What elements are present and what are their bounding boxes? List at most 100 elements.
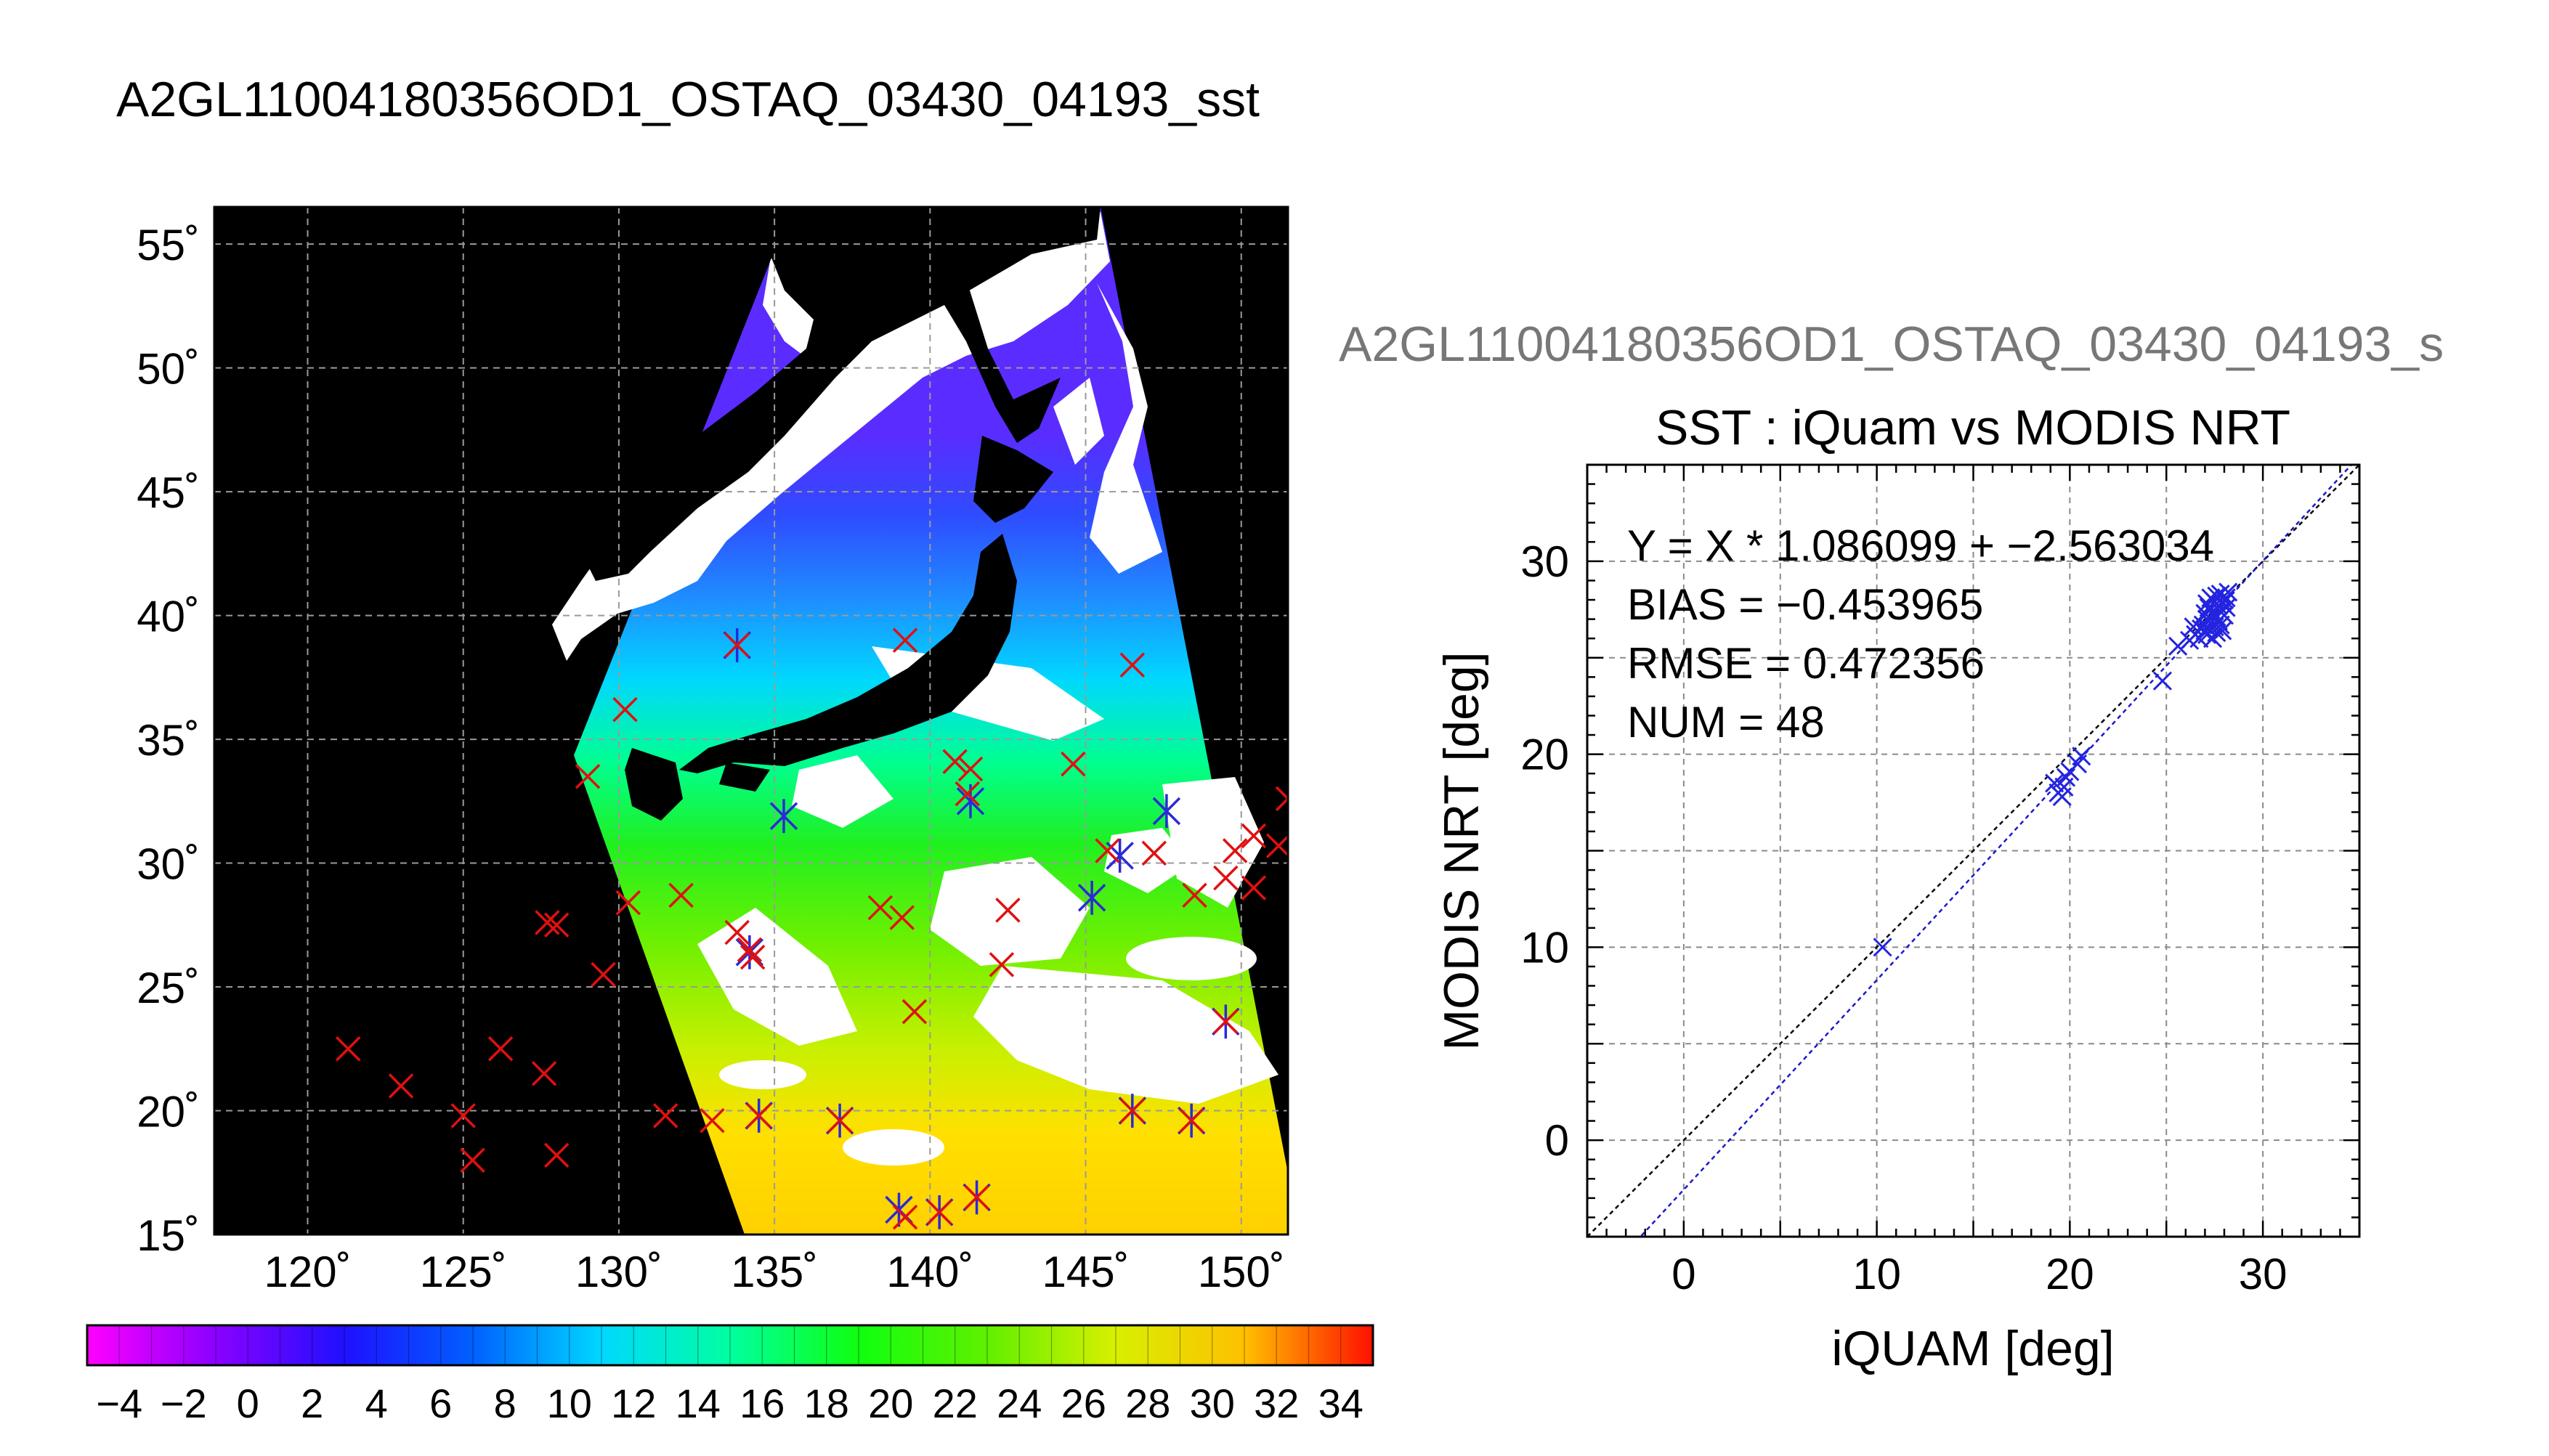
buoy-x-marker xyxy=(892,627,918,653)
map-latitude-label: 15˚ xyxy=(137,1211,200,1260)
map-latitude-label: 25˚ xyxy=(137,964,200,1012)
scatter-annotation: BIAS = −0.453965 xyxy=(1627,580,1983,629)
buoy-star-marker xyxy=(769,799,798,834)
buoy-x-marker xyxy=(460,1147,485,1173)
colorbar-frame xyxy=(86,1324,1374,1367)
scatter-y-tick-label: 0 xyxy=(1545,1116,1569,1165)
buoy-x-marker xyxy=(1061,751,1086,777)
colorbar-tick-labels: −4 −2 0 2 4 6 8 10 12 14 16 18 20 22 24 26 28 30 32 34 xyxy=(96,1380,1363,1426)
map-longitude-label: 145˚ xyxy=(1042,1248,1129,1296)
map-latitude-label: 50˚ xyxy=(137,345,200,394)
buoy-star-marker xyxy=(1152,794,1181,829)
map-latitude-label: 45˚ xyxy=(137,468,200,517)
colorbar-tick-label: 12 xyxy=(611,1380,656,1426)
buoy-x-marker xyxy=(867,895,893,921)
buoy-x-marker xyxy=(827,1107,853,1134)
scatter-point xyxy=(2056,768,2076,787)
buoy-x-marker xyxy=(1222,838,1248,863)
buoy-x-marker xyxy=(901,999,928,1025)
scatter-point xyxy=(2184,617,2203,637)
map-markers xyxy=(335,627,1288,1230)
map-longitude-label: 130˚ xyxy=(575,1248,662,1296)
sst-map: 15˚ 20˚ 25˚ 30˚ 35˚ 40˚ 45˚ 50˚ 55˚ 120˚ 125˚ 130˚… xyxy=(137,206,1289,1296)
main-title: A2GL11004180356OD1_OSTAQ_03430_04193_sst xyxy=(116,72,1260,127)
buoy-x-marker xyxy=(1095,838,1120,863)
buoy-x-marker xyxy=(746,1103,771,1128)
map-latitude-label: 40˚ xyxy=(137,593,200,641)
map-longitude-label: 120˚ xyxy=(264,1248,351,1296)
buoy-x-marker xyxy=(535,910,560,935)
scatter-point xyxy=(2216,598,2236,617)
buoy-x-marker xyxy=(544,1142,570,1168)
scatter-x-tick-label: 10 xyxy=(1852,1250,1901,1298)
scatter-points xyxy=(1873,582,2238,957)
buoy-x-marker xyxy=(942,749,968,774)
colorbar-tick-label: 26 xyxy=(1061,1380,1106,1426)
buoy-star-marker xyxy=(735,935,764,969)
scatter-point xyxy=(2168,636,2188,656)
colorbar-divisions xyxy=(118,1325,1342,1365)
buoy-x-marker xyxy=(1265,833,1288,858)
buoy-x-marker xyxy=(724,919,750,945)
colorbar-tick-label: 24 xyxy=(997,1380,1042,1426)
scatter-annotation: Y = X * 1.086099 + −2.563034 xyxy=(1627,521,2214,570)
buoy-x-marker xyxy=(612,696,638,723)
buoy-x-marker xyxy=(335,1036,361,1062)
scatter-point xyxy=(2197,594,2217,614)
scatter-point xyxy=(2152,671,2172,691)
map-latitude-labels: 15˚ 20˚ 25˚ 30˚ 35˚ 40˚ 45˚ 50˚ 55˚ xyxy=(137,221,200,1260)
map-longitude-labels: 120˚ 125˚ 130˚ 135˚ 140˚ 145˚ 150˚ xyxy=(264,1248,1284,1296)
colorbar-tick-label: 2 xyxy=(301,1380,323,1426)
colorbar-tick-label: 4 xyxy=(365,1380,388,1426)
buoy-x-marker xyxy=(1213,1009,1239,1035)
map-longitude-label: 150˚ xyxy=(1198,1248,1285,1296)
scatter-y-tick-label: 10 xyxy=(1520,923,1569,972)
scatter-point xyxy=(2072,747,2091,766)
map-longitude-label: 125˚ xyxy=(420,1248,507,1296)
buoy-x-marker xyxy=(1213,865,1239,891)
scatter-title-overflow: A2GL11004180356OD1_OSTAQ_03430_04193_s xyxy=(1339,317,2444,372)
buoy-x-marker xyxy=(737,937,763,963)
scatter-point xyxy=(2201,600,2221,619)
colorbar-tick-label: 8 xyxy=(494,1380,516,1426)
scatter-point xyxy=(2202,629,2223,648)
buoy-x-marker xyxy=(955,781,980,807)
buoy-x-marker xyxy=(668,882,694,908)
scatter-plot: SST : iQuam vs MODIS NRT 0 10 20 30 0 10 20 30… xyxy=(1434,400,2361,1376)
buoy-x-marker xyxy=(892,1204,918,1230)
buoy-x-marker xyxy=(591,961,616,988)
buoy-x-marker xyxy=(889,905,915,930)
colorbar-tick-label: 16 xyxy=(739,1380,785,1426)
buoy-x-marker xyxy=(1182,882,1207,908)
colorbar-tick-label: 30 xyxy=(1190,1380,1235,1426)
scatter-x-tick-labels: 0 10 20 30 xyxy=(1671,1250,2287,1298)
scatter-chart-title: SST : iQuam vs MODIS NRT xyxy=(1656,400,2290,455)
colorbar-tick-label: −4 xyxy=(96,1380,142,1426)
buoy-x-marker xyxy=(544,912,570,938)
scatter-y-tick-label: 20 xyxy=(1520,731,1569,779)
buoy-star-marker xyxy=(1077,880,1106,915)
map-longitude-label: 135˚ xyxy=(731,1248,818,1296)
map-gridlines xyxy=(214,207,1288,1235)
buoy-x-marker xyxy=(575,763,601,789)
scatter-annotation: RMSE = 0.472356 xyxy=(1627,639,1985,688)
scatter-x-axis-label: iQUAM [deg] xyxy=(1831,1321,2114,1376)
buoy-x-marker xyxy=(995,898,1021,923)
scatter-point xyxy=(2210,615,2230,635)
one-to-one-line xyxy=(1587,465,2359,1237)
colorbar: −4 −2 0 2 4 6 8 10 12 14 16 18 20 22 24 26 28 30 32 34 xyxy=(86,1324,1374,1426)
map-latitude-label: 35˚ xyxy=(137,716,200,765)
map-frame xyxy=(213,206,1289,1236)
scatter-annotations: Y = X * 1.086099 + −2.563034 BIAS = −0.45… xyxy=(1627,521,2214,747)
colorbar-tick-label: 0 xyxy=(237,1380,259,1426)
buoy-x-marker xyxy=(724,633,750,658)
scatter-x-tick-label: 20 xyxy=(2046,1250,2094,1298)
scatter-point xyxy=(2045,773,2064,793)
map-latitude-label: 20˚ xyxy=(137,1088,200,1136)
buoy-x-marker xyxy=(1178,1107,1204,1134)
colorbar-tick-label: 6 xyxy=(429,1380,452,1426)
buoy-x-marker xyxy=(1241,823,1267,849)
scatter-y-tick-label: 30 xyxy=(1520,537,1569,586)
buoy-x-marker xyxy=(615,890,641,916)
